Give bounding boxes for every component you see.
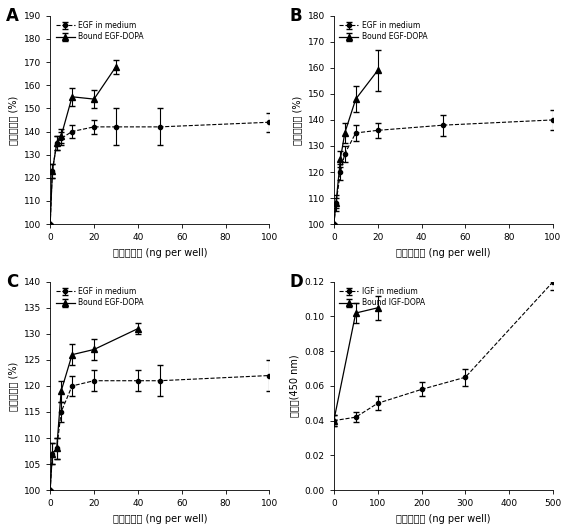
Y-axis label: 吸光度(450 nm): 吸光度(450 nm) <box>289 355 299 417</box>
Legend: EGF in medium, Bound EGF-DOPA: EGF in medium, Bound EGF-DOPA <box>54 286 145 309</box>
X-axis label: 成長因子量 (ng per well): 成長因子量 (ng per well) <box>112 248 207 257</box>
Text: C: C <box>6 273 19 292</box>
Y-axis label: 相対細胞数 (%): 相対細胞数 (%) <box>292 95 302 145</box>
Text: D: D <box>290 273 304 292</box>
Y-axis label: 相対細胞数 (%): 相対細胞数 (%) <box>9 361 18 411</box>
X-axis label: 成長因子量 (ng per well): 成長因子量 (ng per well) <box>112 514 207 523</box>
Legend: IGF in medium, Bound IGF-DOPA: IGF in medium, Bound IGF-DOPA <box>337 286 427 309</box>
X-axis label: 成長因子量 (ng per well): 成長因子量 (ng per well) <box>396 514 491 523</box>
Text: A: A <box>6 7 19 26</box>
X-axis label: 成長因子量 (ng per well): 成長因子量 (ng per well) <box>396 248 491 257</box>
Legend: EGF in medium, Bound EGF-DOPA: EGF in medium, Bound EGF-DOPA <box>337 20 429 43</box>
Y-axis label: 相対細胞数 (%): 相対細胞数 (%) <box>9 95 18 145</box>
Legend: EGF in medium, Bound EGF-DOPA: EGF in medium, Bound EGF-DOPA <box>54 20 145 43</box>
Text: B: B <box>290 7 303 26</box>
